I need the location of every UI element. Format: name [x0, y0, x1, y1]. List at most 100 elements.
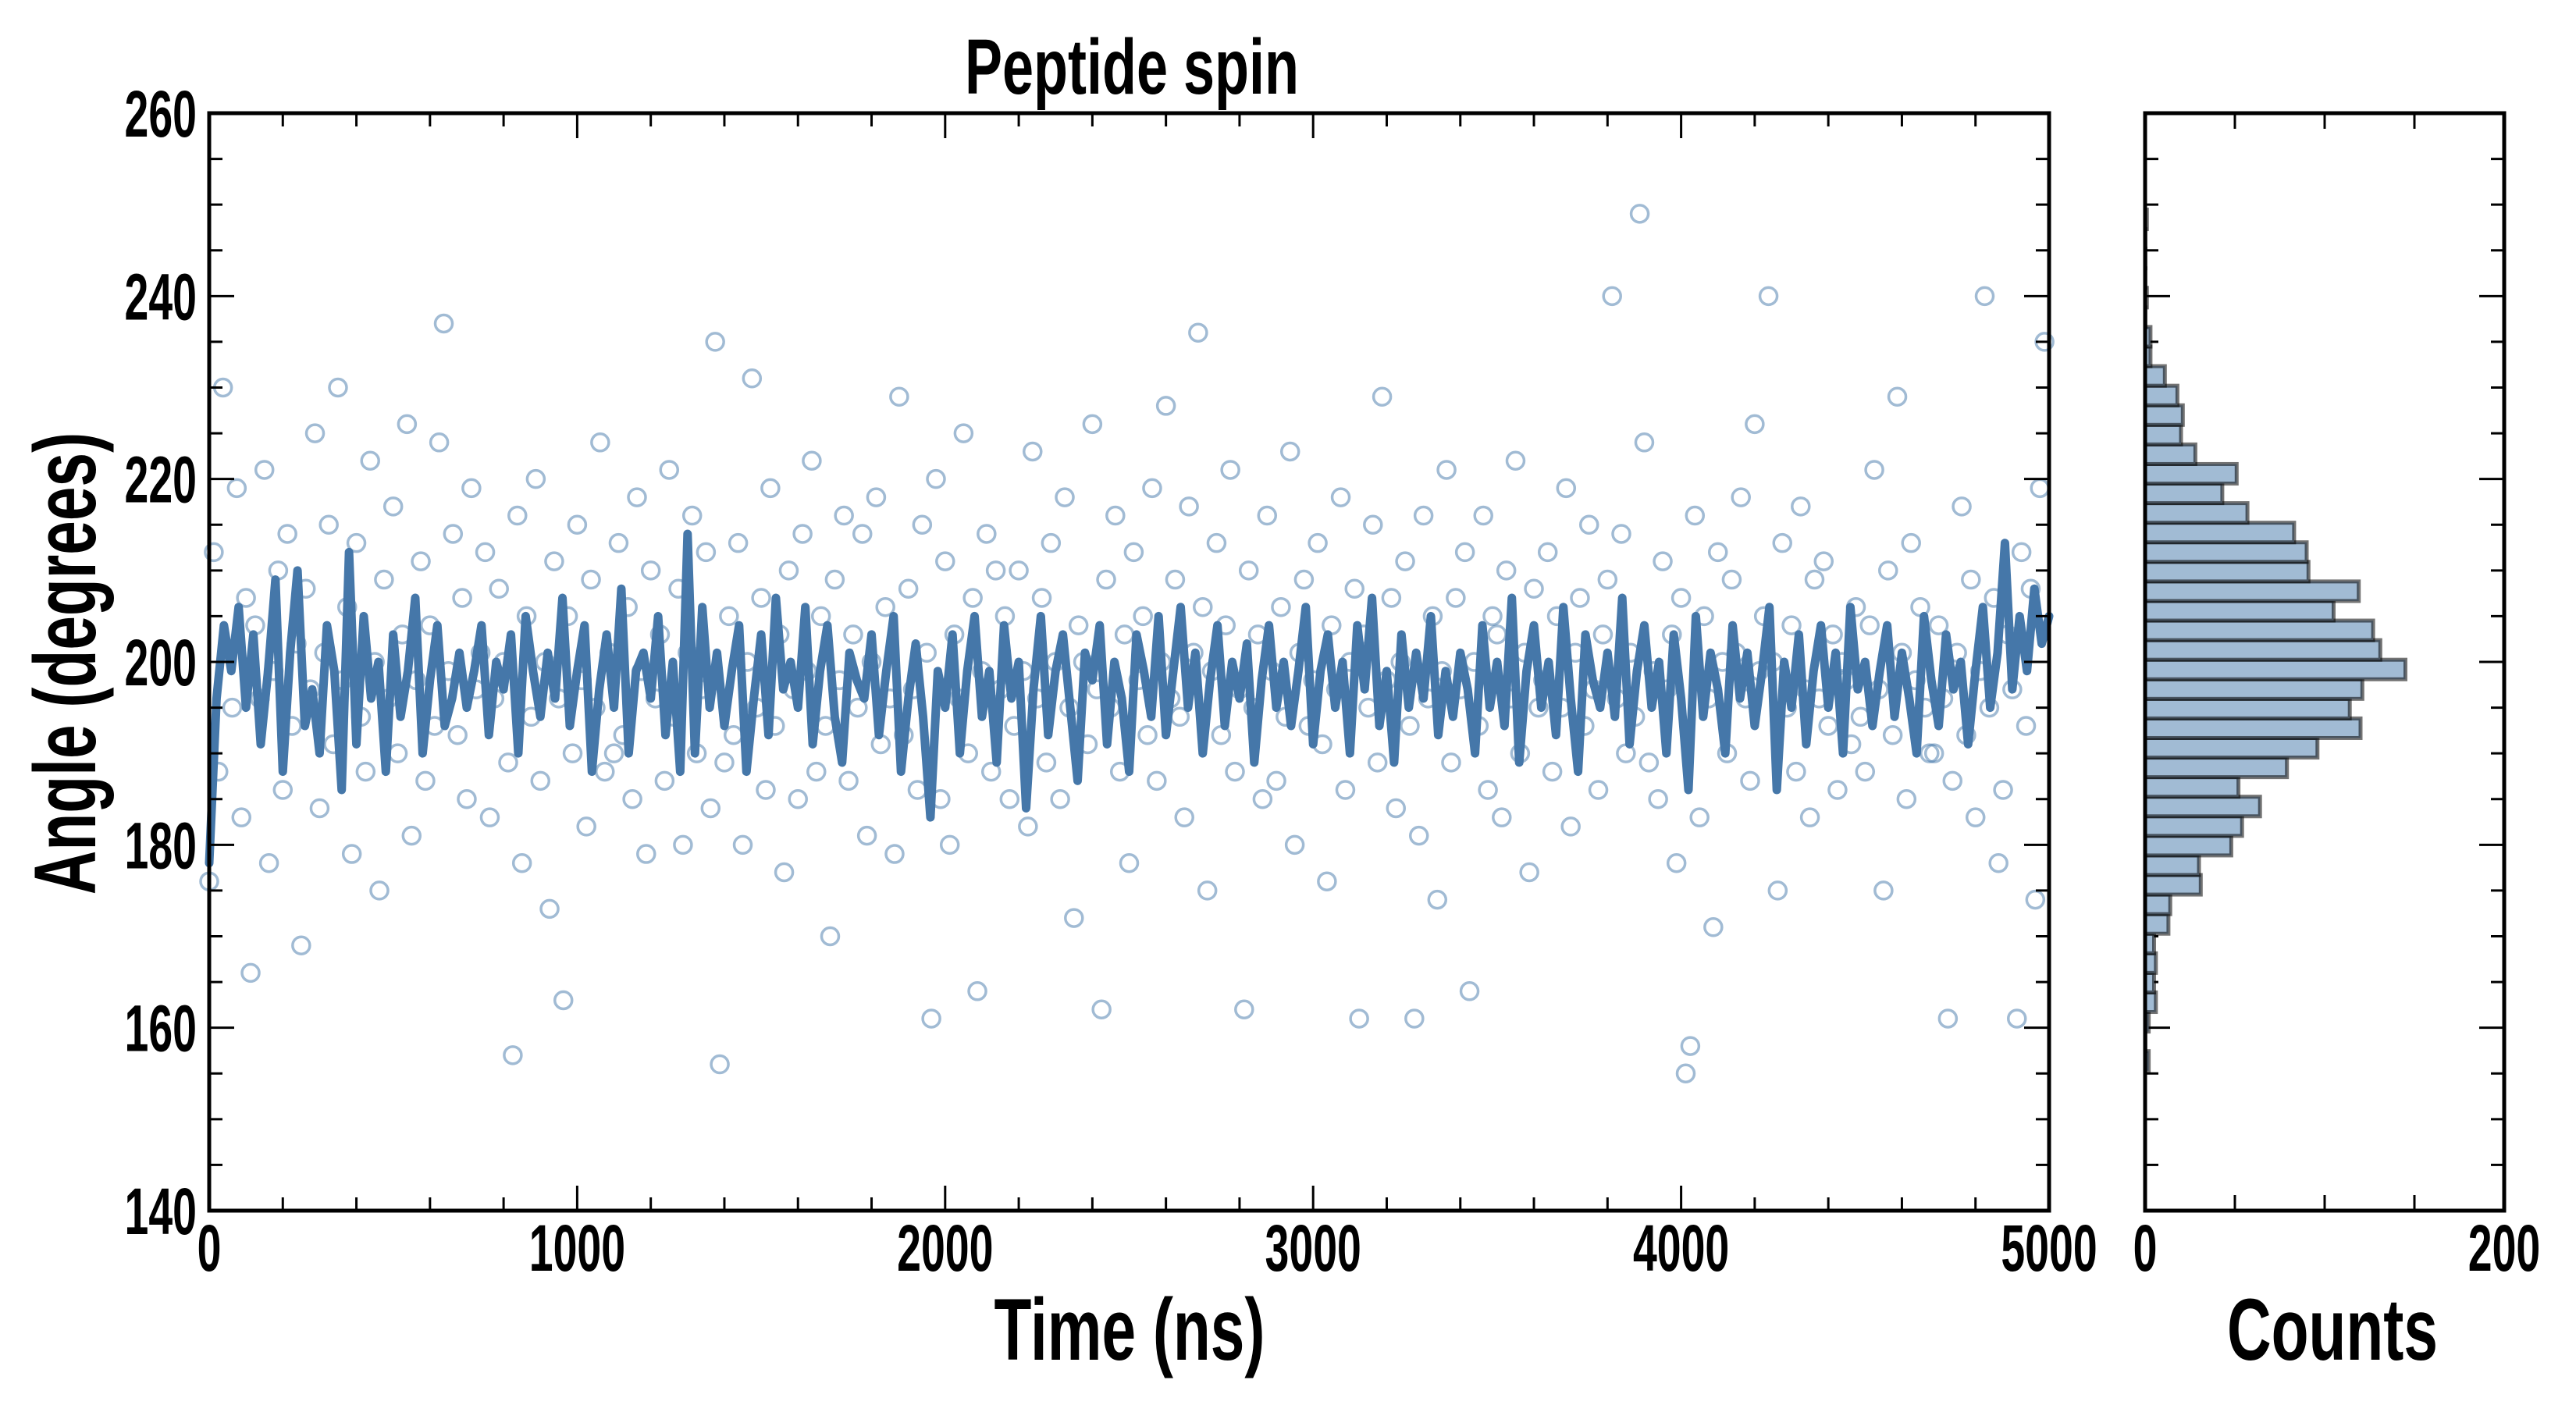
scatter-point	[1284, 834, 1305, 855]
scatter-point	[1496, 560, 1517, 581]
scatter-point	[1454, 542, 1475, 563]
scatter-plot-area: 0 1000 2000 3000 4000 5000 140 160 180 200 220 240 2…	[125, 79, 2097, 1286]
scatter-point	[447, 724, 468, 745]
scatter-point	[567, 514, 588, 535]
scatter-point	[710, 1054, 730, 1075]
scatter-point	[1395, 551, 1415, 571]
scatter-point	[1436, 460, 1457, 480]
scatter-point	[939, 834, 960, 855]
scatter-point	[838, 770, 859, 791]
scatter-point	[705, 332, 725, 352]
histogram-bar	[2143, 403, 2185, 427]
scatter-point	[1096, 569, 1116, 590]
scatter-point	[457, 789, 477, 809]
scatter-point	[1772, 532, 1792, 553]
scatter-point	[1344, 578, 1364, 599]
scatter-point	[328, 377, 348, 398]
scatter-point	[1882, 724, 1903, 745]
scatter-point	[999, 789, 1020, 809]
scatter-point	[479, 807, 500, 827]
histogram-bar	[2143, 873, 2203, 897]
scatter-point	[1036, 752, 1057, 773]
scatter-point	[254, 460, 275, 480]
scatter-point	[788, 789, 808, 809]
scatter-point	[1823, 624, 1843, 645]
scatter-point	[429, 432, 450, 453]
scatter-point	[1133, 606, 1153, 627]
scatter-point	[1993, 780, 2013, 800]
scatter-point	[1799, 807, 1820, 827]
scatter-point	[1758, 286, 1779, 307]
histogram-bar	[2143, 834, 2233, 858]
scatter-point	[696, 542, 717, 563]
histogram-bar	[2143, 795, 2262, 819]
scatter-point	[1556, 478, 1577, 499]
scatter-point	[1055, 487, 1075, 507]
scatter-point	[1041, 532, 1062, 553]
scatter-point	[401, 825, 422, 846]
scatter-point	[1279, 441, 1300, 462]
scatter-point	[341, 844, 362, 864]
scatter-point	[1206, 532, 1227, 553]
scatter-point	[1193, 596, 1213, 617]
scatter-point	[1859, 615, 1880, 635]
histogram-bar	[2143, 442, 2197, 466]
scatter-point	[1266, 770, 1286, 791]
scatter-point	[659, 460, 679, 480]
x-tick-label: 5000	[2001, 1213, 2097, 1286]
hist-x-tick-label: 200	[2468, 1213, 2540, 1286]
scatter-point	[539, 898, 560, 919]
scatter-point	[2011, 542, 2032, 563]
scatter-point	[1707, 542, 1728, 563]
histogram-bar	[2143, 912, 2171, 936]
histogram-bar	[2143, 775, 2241, 799]
histogram-bar	[2143, 560, 2311, 584]
scatter-point	[1703, 917, 1724, 937]
scatter-point	[226, 478, 247, 499]
y-tick-label: 140	[125, 1176, 197, 1249]
histogram-bar	[2143, 696, 2352, 720]
scatter-point	[1648, 789, 1668, 809]
histogram-bar	[2143, 521, 2297, 545]
scatter-point	[1381, 588, 1402, 608]
scatter-point	[1367, 752, 1388, 773]
scatter-point	[1878, 560, 1898, 581]
x-axis-label: Time (ns)	[994, 1281, 1265, 1378]
y-tick-label: 200	[125, 628, 197, 700]
scatter-point	[1123, 542, 1144, 563]
scatter-point	[544, 551, 564, 571]
scatter-point	[1174, 807, 1194, 827]
scatter-point	[1680, 1036, 1701, 1056]
scatter-point	[382, 496, 404, 517]
scatter-point	[291, 935, 311, 955]
scatter-point	[907, 780, 928, 800]
scatter-point	[843, 624, 863, 645]
scatter-point	[1638, 752, 1660, 773]
scatter-point	[673, 834, 693, 855]
scatter-point	[792, 524, 813, 544]
scatter-point	[1519, 862, 1539, 883]
histogram-bars	[2143, 207, 2407, 1073]
scatter-point	[980, 761, 1002, 782]
histogram-bar	[2143, 482, 2225, 506]
scatter-point	[1363, 514, 1383, 535]
scatter-point	[1147, 770, 1167, 791]
scatter-point	[977, 524, 997, 544]
scatter-point	[1864, 460, 1884, 480]
y-tick-label: 220	[125, 444, 197, 517]
histogram-bar	[2143, 618, 2375, 642]
scatter-point	[1492, 807, 1512, 827]
scatter-point	[1579, 514, 1599, 535]
histogram-bar	[2143, 756, 2290, 780]
scatter-point	[1827, 780, 1848, 800]
histogram-x-axis-label: Counts	[2227, 1281, 2438, 1378]
scatter-point	[1165, 569, 1186, 590]
scatter-point	[603, 743, 624, 763]
scatter-point	[622, 789, 642, 809]
scatter-point	[272, 780, 294, 800]
histogram-bar	[2143, 814, 2244, 838]
scatter-point	[1781, 615, 1802, 635]
scatter-point	[654, 770, 675, 791]
scatter-point	[760, 478, 781, 499]
